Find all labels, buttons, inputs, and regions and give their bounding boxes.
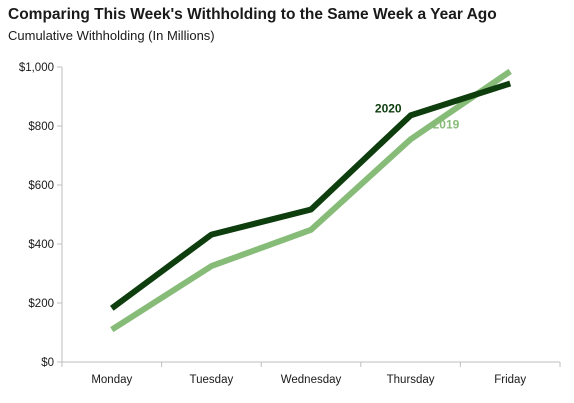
chart-subtitle: Cumulative Withholding (In Millions) <box>8 28 215 43</box>
y-tick-label: $1,000 <box>19 62 54 74</box>
y-axis-tick-labels: $0 $200 $400 $600 $800 $1,000 <box>19 62 54 369</box>
x-tick-label: Tuesday <box>190 374 234 386</box>
series-line-2020 <box>110 80 512 311</box>
chart-title: Comparing This Week's Withholding to the… <box>8 6 497 23</box>
x-axis-tick-labels: Monday Tuesday Wednesday Thursday Friday <box>91 374 526 386</box>
y-tick-label: $0 <box>41 357 54 369</box>
y-tick-label: $400 <box>28 239 54 251</box>
series-label-2019: 2019 <box>433 117 460 131</box>
x-tick-label: Thursday <box>387 374 435 386</box>
x-tick-label: Friday <box>494 374 526 386</box>
series-labels: 2019 2020 <box>375 101 460 131</box>
y-tick-label: $800 <box>28 121 54 133</box>
x-tick-label: Monday <box>91 374 132 386</box>
y-tick-label: $200 <box>28 298 54 310</box>
chart-axes <box>57 66 561 367</box>
series-line-2019 <box>110 68 512 333</box>
y-tick-label: $600 <box>28 180 54 192</box>
series-label-2020: 2020 <box>375 101 402 115</box>
x-tick-label: Wednesday <box>281 374 342 386</box>
series-lines <box>110 68 512 333</box>
